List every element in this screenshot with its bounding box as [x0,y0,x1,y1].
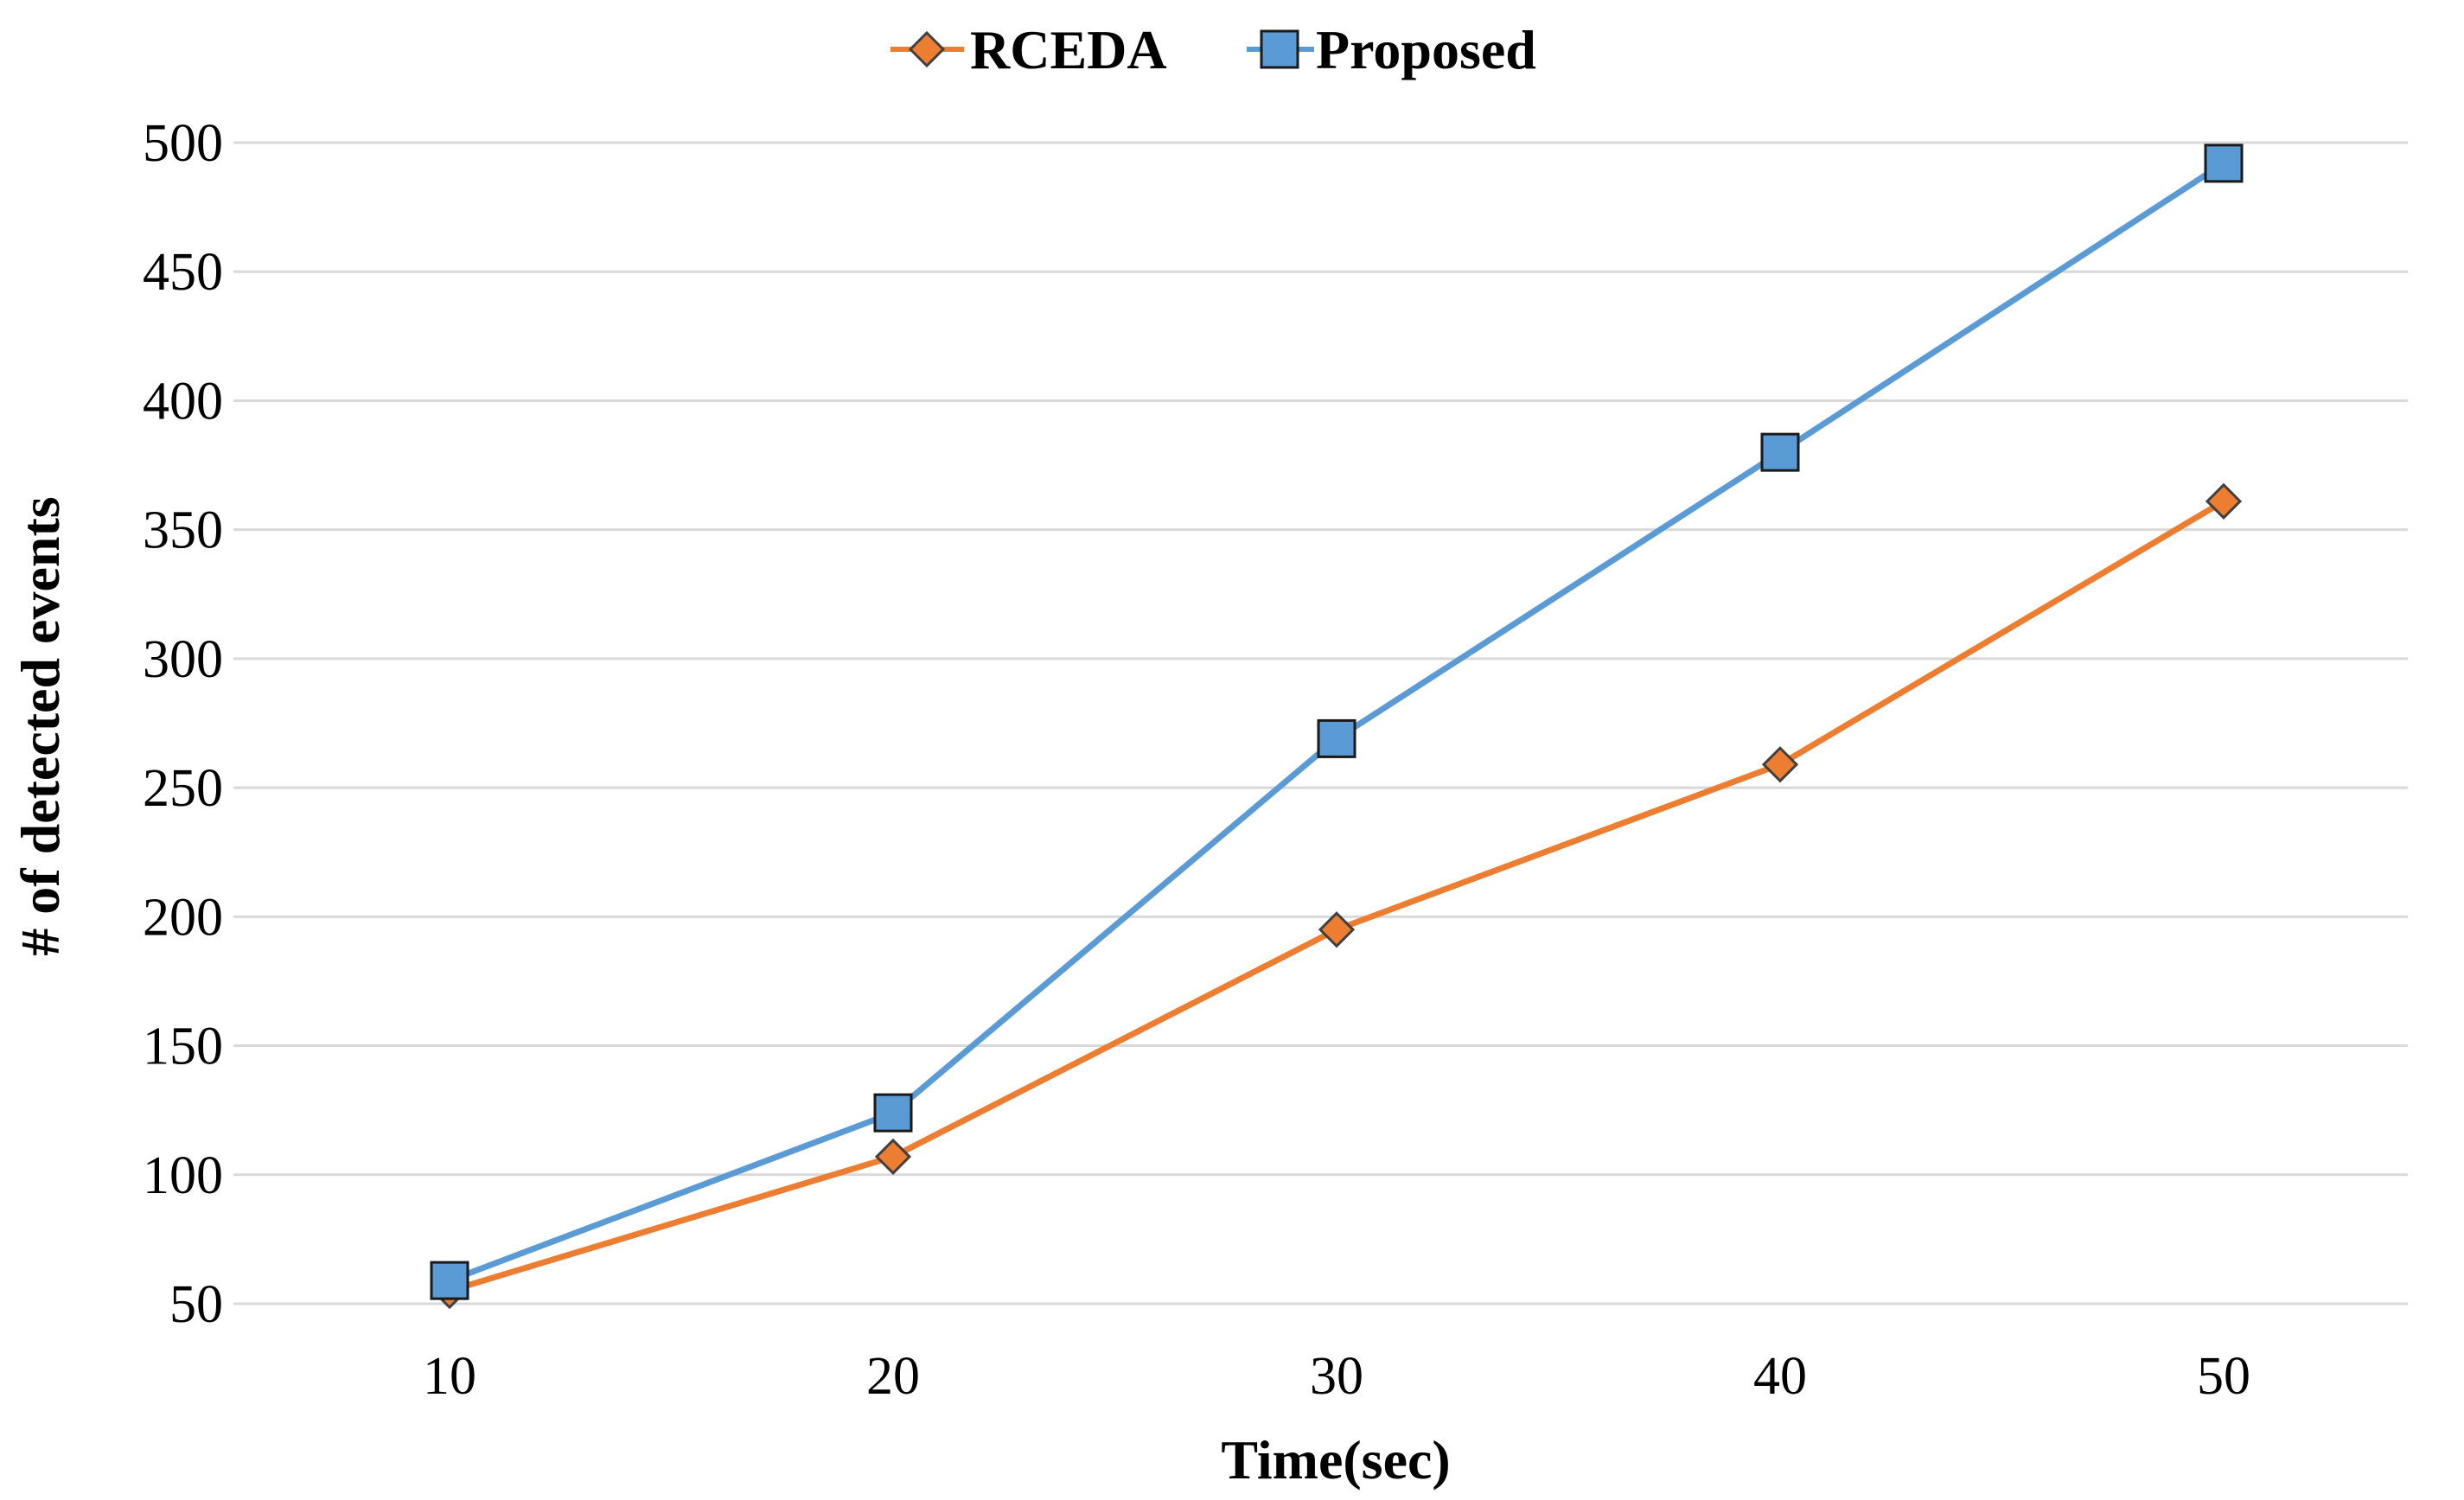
x-tick-label-40: 40 [1753,1347,1807,1406]
legend-label-rceda: RCEDA [970,19,1167,80]
series-line-rceda [448,498,2225,1294]
gridlines [233,141,2408,1305]
legend-item-proposed: Proposed [1247,19,1536,80]
legend-label-proposed: Proposed [1316,19,1536,80]
y-tick-label-400: 400 [143,372,223,431]
y-tick-label-450: 450 [143,243,223,302]
point-rceda-50 [2205,482,2243,520]
point-proposed-40 [1760,432,1800,472]
x-tick-label-10: 10 [423,1347,476,1406]
point-proposed-30 [1317,718,1356,758]
series-markers [430,144,2244,1310]
y-tick-label-100: 100 [143,1146,223,1205]
legend-item-rceda: RCEDA [890,19,1167,80]
point-proposed-50 [2204,144,2244,183]
y-axis-title: # of detected events [10,496,71,955]
point-proposed-10 [430,1261,469,1300]
y-tick-label-500: 500 [143,114,223,173]
x-axis-ticks: 10 20 30 40 50 [423,1347,2250,1406]
y-axis-ticks: 50 100 150 200 250 300 350 400 450 500 [143,114,223,1334]
point-proposed-20 [873,1093,913,1133]
point-rceda-30 [1318,911,1356,948]
y-tick-label-350: 350 [143,501,223,560]
y-tick-label-200: 200 [143,888,223,947]
x-tick-label-50: 50 [2197,1347,2250,1406]
legend-marker-proposed-square-icon [1260,29,1299,69]
point-rceda-20 [874,1138,912,1176]
legend-marker-rceda-diamond-icon [908,30,946,68]
x-axis-title: Time(sec) [1221,1429,1450,1490]
legend: RCEDA Proposed [890,19,1536,80]
y-tick-label-300: 300 [143,630,223,689]
point-rceda-40 [1761,746,1799,783]
y-tick-label-150: 150 [143,1018,223,1076]
x-tick-label-30: 30 [1310,1347,1363,1406]
y-tick-label-50: 50 [169,1275,223,1334]
x-tick-label-20: 20 [866,1347,920,1406]
y-tick-label-250: 250 [143,759,223,818]
